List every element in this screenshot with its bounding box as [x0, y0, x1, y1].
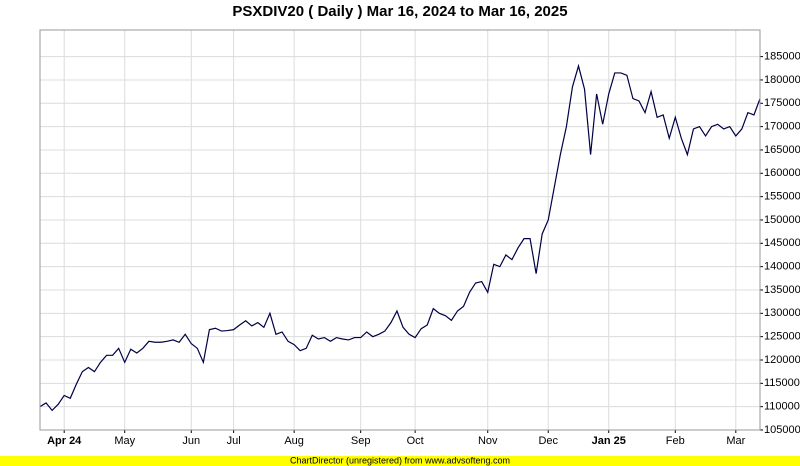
x-tick-label: Nov: [478, 435, 498, 447]
x-tick-label: Jul: [227, 435, 241, 447]
y-tick-label: 105000: [764, 424, 800, 436]
y-tick-label: 170000: [764, 121, 800, 133]
y-tick-label: 155000: [764, 191, 800, 203]
x-tick-label: Mar: [726, 435, 745, 447]
y-tick-label: 125000: [764, 331, 800, 343]
y-tick-label: 130000: [764, 307, 800, 319]
plot-border: [39, 29, 761, 431]
y-tick-label: 185000: [764, 51, 800, 63]
footer-text: ChartDirector (unregistered) from www.ad…: [290, 455, 510, 465]
x-tick-label: Feb: [666, 435, 685, 447]
x-tick-label: Sep: [351, 435, 371, 447]
x-tick-label: Jun: [182, 435, 200, 447]
y-tick-label: 115000: [764, 377, 800, 389]
y-tick-label: 150000: [764, 214, 800, 226]
x-tick-label: Dec: [538, 435, 558, 447]
y-tick-label: 120000: [764, 354, 800, 366]
x-tick-label: Oct: [407, 435, 424, 447]
y-tick-label: 145000: [764, 237, 800, 249]
footer-bar: [0, 456, 800, 466]
plot-area: [39, 29, 761, 431]
price-line: [39, 63, 761, 412]
x-tick-label: Aug: [284, 435, 304, 447]
y-tick-label: 135000: [764, 284, 800, 296]
y-tick-label: 165000: [764, 144, 800, 156]
x-tick-label: May: [114, 435, 135, 447]
x-tick-label: Apr 24: [47, 435, 82, 447]
y-tick-label: 160000: [764, 167, 800, 179]
y-tick-label: 175000: [764, 97, 800, 109]
y-tick-label: 110000: [764, 401, 800, 413]
y-tick-label: 140000: [764, 261, 800, 273]
y-tick-label: 180000: [764, 74, 800, 86]
x-tick-label: Jan 25: [592, 435, 626, 447]
chart-title: PSXDIV20 ( Daily ) Mar 16, 2024 to Mar 1…: [232, 3, 567, 20]
